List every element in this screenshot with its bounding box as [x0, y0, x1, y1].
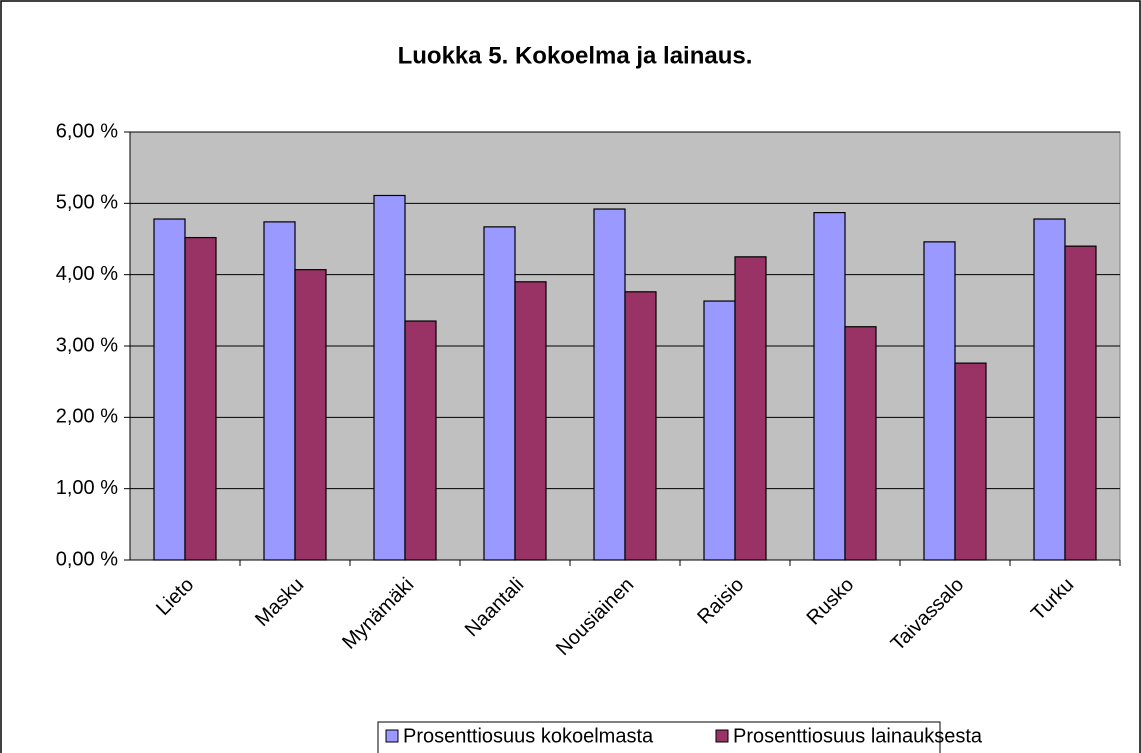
bar	[593, 208, 626, 561]
y-tick-label: 5,00 %	[56, 192, 118, 214]
bar	[514, 281, 547, 561]
legend-swatch	[385, 729, 399, 743]
legend-swatch	[715, 729, 729, 743]
y-tick-label: 0,00 %	[56, 548, 118, 570]
legend-label: Prosenttiosuus kokoelmasta	[403, 725, 654, 747]
legend-label: Prosenttiosuus lainauksesta	[733, 725, 983, 747]
bar	[373, 194, 406, 561]
bar	[624, 291, 657, 561]
bar	[954, 362, 987, 561]
y-tick-label: 6,00 %	[56, 120, 118, 142]
bar	[263, 221, 296, 561]
bar	[813, 212, 846, 561]
y-tick-label: 1,00 %	[56, 477, 118, 499]
bar	[294, 269, 327, 561]
chart-title: Luokka 5. Kokoelma ja lainaus.	[398, 42, 753, 69]
legend-box	[377, 721, 941, 753]
bar	[923, 241, 956, 561]
y-tick-label: 2,00 %	[56, 406, 118, 428]
bar	[184, 236, 217, 561]
bar	[1033, 218, 1066, 561]
y-tick-label: 3,00 %	[56, 334, 118, 356]
bar	[703, 300, 736, 561]
bar	[734, 256, 767, 561]
bar	[1064, 245, 1097, 561]
y-tick-label: 4,00 %	[56, 263, 118, 285]
bar	[844, 326, 877, 561]
bar	[404, 320, 437, 561]
bar	[483, 226, 516, 561]
bar	[153, 218, 186, 561]
